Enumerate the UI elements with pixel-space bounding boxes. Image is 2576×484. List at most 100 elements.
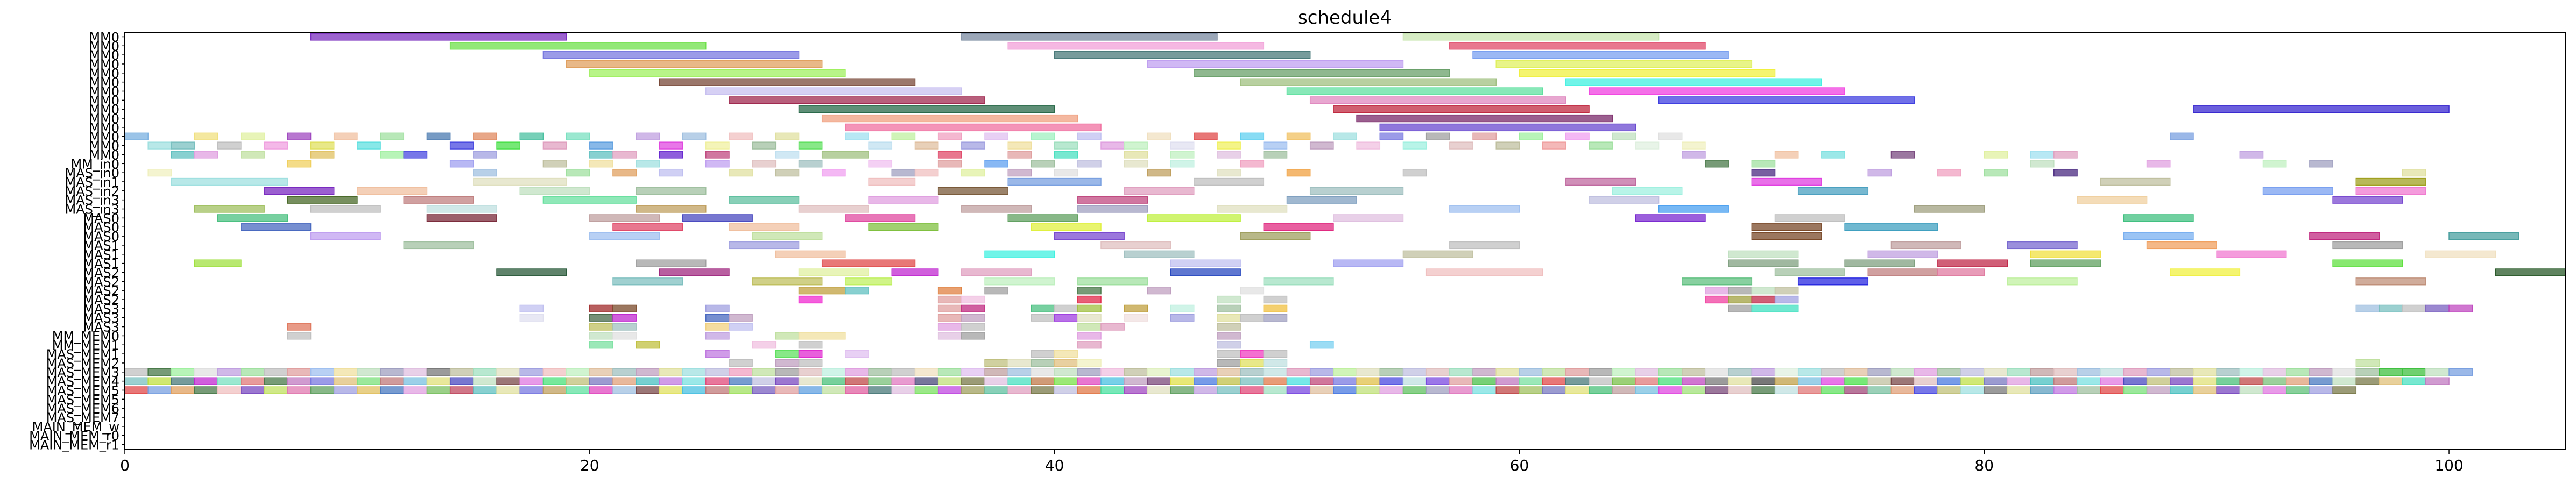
- task-bar: [264, 187, 335, 195]
- task-bar: [1984, 151, 2008, 159]
- task-bar: [1682, 151, 1706, 159]
- task-bar: [636, 377, 660, 385]
- task-bar: [426, 377, 451, 385]
- task-bar: [1356, 377, 1381, 385]
- task-bar: [1774, 368, 1799, 376]
- y-tick-label: MM0: [89, 30, 119, 45]
- task-bar: [2425, 377, 2450, 385]
- task-bar: [1217, 141, 1241, 150]
- task-bar: [2077, 377, 2101, 385]
- task-bar: [403, 368, 428, 376]
- task-bar: [589, 332, 613, 340]
- task-bar: [2123, 377, 2148, 385]
- task-bar: [1937, 386, 1961, 394]
- task-bar: [984, 132, 1008, 140]
- task-bar: [217, 214, 288, 222]
- task-bar: [659, 151, 683, 159]
- task-bar: [2053, 368, 2078, 376]
- task-bar: [659, 386, 683, 394]
- y-tick-label: MAIN_MEM_r0: [29, 429, 119, 444]
- task-bar: [1612, 132, 1636, 140]
- task-bar: [1054, 151, 1078, 159]
- task-bar: [868, 141, 893, 150]
- task-bar: [1751, 232, 1822, 240]
- task-bar: [1984, 377, 2008, 385]
- task-bar: [496, 368, 520, 376]
- task-bar: [519, 368, 544, 376]
- task-bar: [1751, 386, 1776, 394]
- task-bar: [241, 132, 265, 140]
- task-bar: [914, 168, 939, 177]
- task-bar: [519, 132, 544, 140]
- task-bar: [1774, 287, 1799, 295]
- task-bar: [1333, 259, 1404, 267]
- task-bar: [589, 160, 613, 168]
- task-bar: [1867, 250, 1938, 258]
- y-tick-label: MAS_in3: [65, 202, 119, 217]
- task-bar: [752, 232, 823, 240]
- task-bar: [403, 241, 474, 250]
- y-tick-label: MAS0: [83, 229, 119, 244]
- task-bar: [636, 341, 660, 349]
- task-bar: [1217, 205, 1288, 213]
- task-bar: [1124, 151, 1148, 159]
- task-bar: [1589, 196, 1660, 204]
- task-bar: [473, 132, 497, 140]
- task-bar: [659, 141, 683, 150]
- task-bar: [264, 141, 288, 150]
- task-bar: [1449, 377, 1473, 385]
- task-bar: [798, 141, 823, 150]
- task-bar: [426, 132, 451, 140]
- task-bar: [1263, 386, 1288, 394]
- task-bar: [2448, 304, 2473, 313]
- task-bar: [845, 277, 893, 286]
- y-tick-label: MM0: [89, 39, 119, 54]
- task-bar: [1751, 368, 1776, 376]
- task-bar: [1449, 205, 1520, 213]
- task-bar: [775, 368, 800, 376]
- task-bar: [729, 359, 753, 367]
- task-bar: [705, 151, 730, 159]
- task-bar: [2030, 259, 2101, 267]
- task-bar: [2077, 196, 2148, 204]
- task-bar: [310, 205, 381, 213]
- task-bar: [287, 323, 312, 331]
- task-bar: [1960, 368, 1985, 376]
- task-bar: [1263, 223, 1334, 231]
- task-bar: [891, 377, 916, 385]
- task-bar: [426, 386, 451, 394]
- task-bar: [1240, 232, 1311, 240]
- task-bar: [1356, 141, 1381, 150]
- task-bar: [1007, 386, 1032, 394]
- task-bar: [1007, 359, 1032, 367]
- task-bar: [1542, 141, 1566, 150]
- task-bar: [357, 386, 381, 394]
- task-bar: [1984, 386, 2008, 394]
- task-bar: [1565, 386, 1590, 394]
- task-bar: [2193, 377, 2217, 385]
- task-bar: [1054, 368, 1078, 376]
- task-bar: [310, 232, 381, 240]
- task-bar: [1890, 377, 1915, 385]
- task-bar: [1449, 42, 1706, 50]
- y-tick-label: MAS3: [83, 311, 119, 326]
- y-tick-label: MM_MEM0: [52, 329, 119, 344]
- task-bar: [868, 177, 916, 186]
- task-bar: [868, 386, 893, 394]
- task-bar: [2123, 232, 2194, 240]
- task-bar: [845, 386, 869, 394]
- task-bar: [147, 141, 172, 150]
- task-bar: [1751, 168, 1776, 177]
- task-bar: [682, 377, 707, 385]
- task-bar: [1007, 141, 1032, 150]
- task-bar: [1170, 259, 1241, 267]
- task-bar: [612, 151, 637, 159]
- task-bar: [1124, 368, 1148, 376]
- task-bar: [1333, 132, 1357, 140]
- task-bar: [845, 132, 869, 140]
- task-bar: [1031, 132, 1055, 140]
- task-bar: [1194, 132, 1218, 140]
- task-bar: [1077, 205, 1148, 213]
- task-bar: [519, 187, 590, 195]
- task-bar: [566, 386, 590, 394]
